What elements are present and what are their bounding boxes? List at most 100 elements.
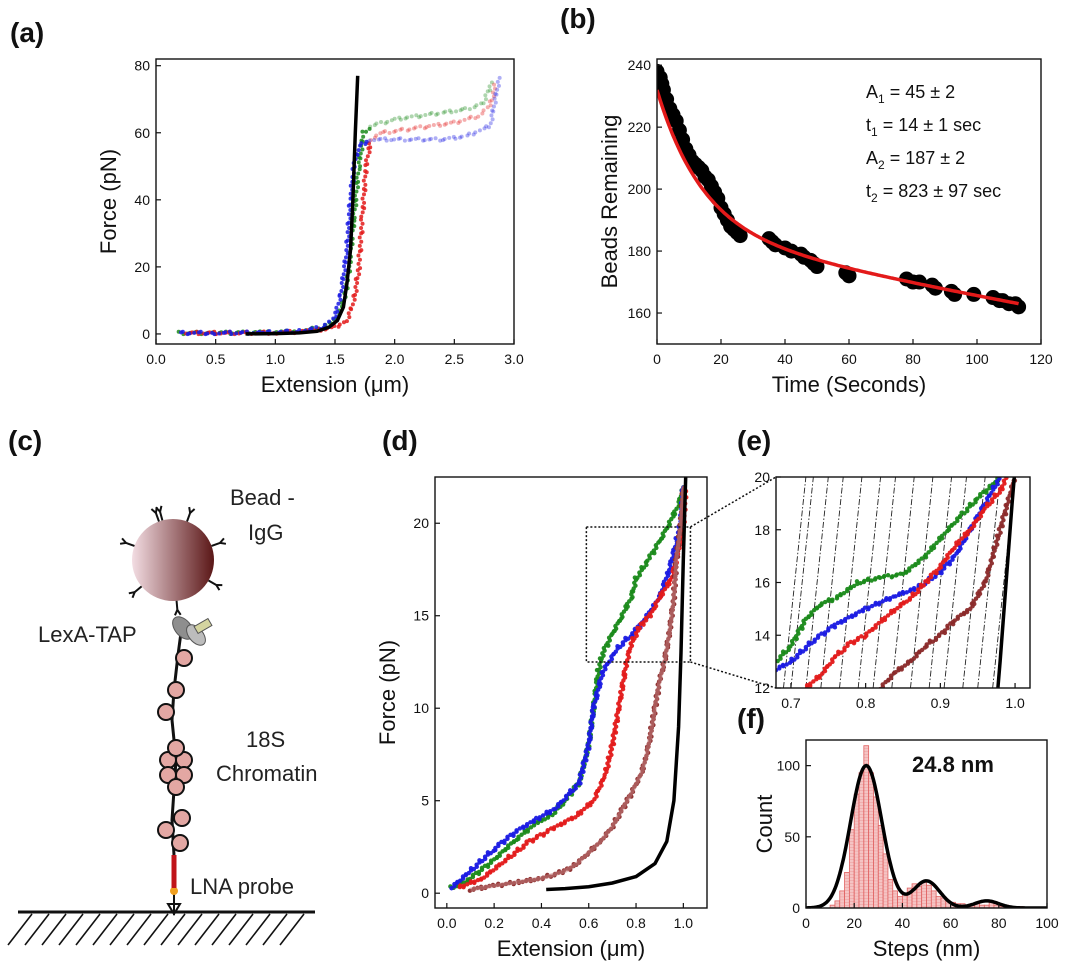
data-point (448, 120, 453, 125)
data-point (454, 109, 459, 114)
diagram-c: Bead - IgG LexA-TAP 18S Chromatin LNA pr… (7, 485, 317, 946)
data-point (336, 301, 341, 306)
data-point (873, 576, 878, 581)
data-point (360, 129, 365, 134)
data-point (383, 121, 388, 126)
hatch-line (194, 913, 220, 946)
plot-area (806, 745, 1047, 908)
data-point (885, 572, 891, 578)
data-point (495, 79, 500, 84)
chart-f: 24.8 nm 0 20 40 60 80 100 0 50 100 Steps (nm) Count (752, 739, 1059, 961)
data-point (361, 178, 366, 183)
histogram-bar (935, 896, 942, 908)
data-point (858, 580, 863, 586)
data-point (422, 126, 427, 131)
data-point (382, 129, 387, 134)
data-point (427, 137, 432, 142)
data-point (489, 113, 494, 118)
antibody-arm (219, 537, 225, 544)
data-point (364, 158, 369, 163)
step-guide-line (872, 477, 896, 688)
nucleosome (167, 739, 185, 757)
data-point (1004, 477, 1009, 481)
data-point (524, 821, 530, 827)
data-point (378, 131, 383, 136)
data-point (407, 138, 412, 143)
data-point (458, 135, 463, 140)
data-point (367, 126, 372, 131)
data-point (443, 109, 448, 114)
data-point (857, 609, 862, 614)
data-point (359, 141, 364, 146)
data-point (392, 137, 397, 142)
data-point (957, 514, 963, 520)
data-point (365, 162, 370, 167)
data-point (424, 125, 429, 130)
data-point (431, 122, 436, 127)
data-point (998, 530, 1003, 535)
data-point (832, 622, 837, 627)
data-point (361, 192, 366, 197)
data-point (418, 124, 423, 129)
data-point (862, 578, 867, 584)
step-guide-line (857, 477, 882, 688)
data-point (393, 128, 398, 133)
green-series (176, 80, 494, 337)
data-point (441, 110, 446, 115)
data-point (357, 235, 362, 240)
data-point (368, 138, 373, 143)
bead (132, 519, 214, 601)
data-point (473, 130, 478, 135)
data-point (341, 285, 346, 289)
y-tick-label: 60 (134, 125, 150, 141)
data-point (347, 315, 352, 320)
data-point (809, 259, 825, 275)
data-point (362, 200, 367, 205)
param-value: = 14 ± 1 sec (878, 115, 981, 135)
data-point (835, 620, 841, 626)
data-point (978, 492, 983, 497)
bead-label-2: IgG (248, 520, 283, 545)
data-point (451, 134, 456, 139)
data-point (555, 823, 560, 828)
hatch-line (92, 913, 118, 946)
data-point (360, 196, 365, 201)
data-point (473, 116, 478, 121)
data-point (497, 75, 502, 80)
data-point (483, 97, 488, 102)
data-point (385, 119, 390, 124)
data-point (732, 228, 748, 244)
x-axis-title: Extension (μm) (261, 372, 409, 397)
x-tick-label: 1.0 (674, 915, 694, 931)
data-point (841, 268, 857, 284)
plot-area (176, 75, 502, 337)
data-point (339, 281, 344, 286)
x-tick-label: 0 (802, 915, 810, 931)
data-point (843, 616, 848, 622)
param-value: = 45 ± 2 (885, 82, 955, 102)
blue-series (179, 75, 502, 337)
data-point (527, 838, 532, 843)
data-point (423, 113, 428, 118)
data-point (337, 322, 342, 327)
data-point (374, 133, 379, 138)
data-point (485, 105, 490, 110)
histogram-bar (887, 879, 894, 908)
data-point (381, 130, 386, 135)
data-point (364, 139, 369, 144)
data-point (363, 174, 368, 179)
hatch-line (7, 913, 33, 946)
data-point (346, 212, 351, 217)
param-subscript: 1 (878, 92, 885, 106)
data-point (346, 311, 351, 316)
zoom-box (585, 526, 692, 663)
antibody-arm (119, 541, 127, 545)
data-point (784, 662, 789, 667)
data-point (356, 160, 361, 165)
x-tick-label: 120 (1029, 351, 1053, 367)
zoom-connectors (690, 476, 777, 689)
histogram-bar (848, 829, 855, 908)
data-point (358, 217, 363, 222)
data-point (354, 203, 359, 208)
